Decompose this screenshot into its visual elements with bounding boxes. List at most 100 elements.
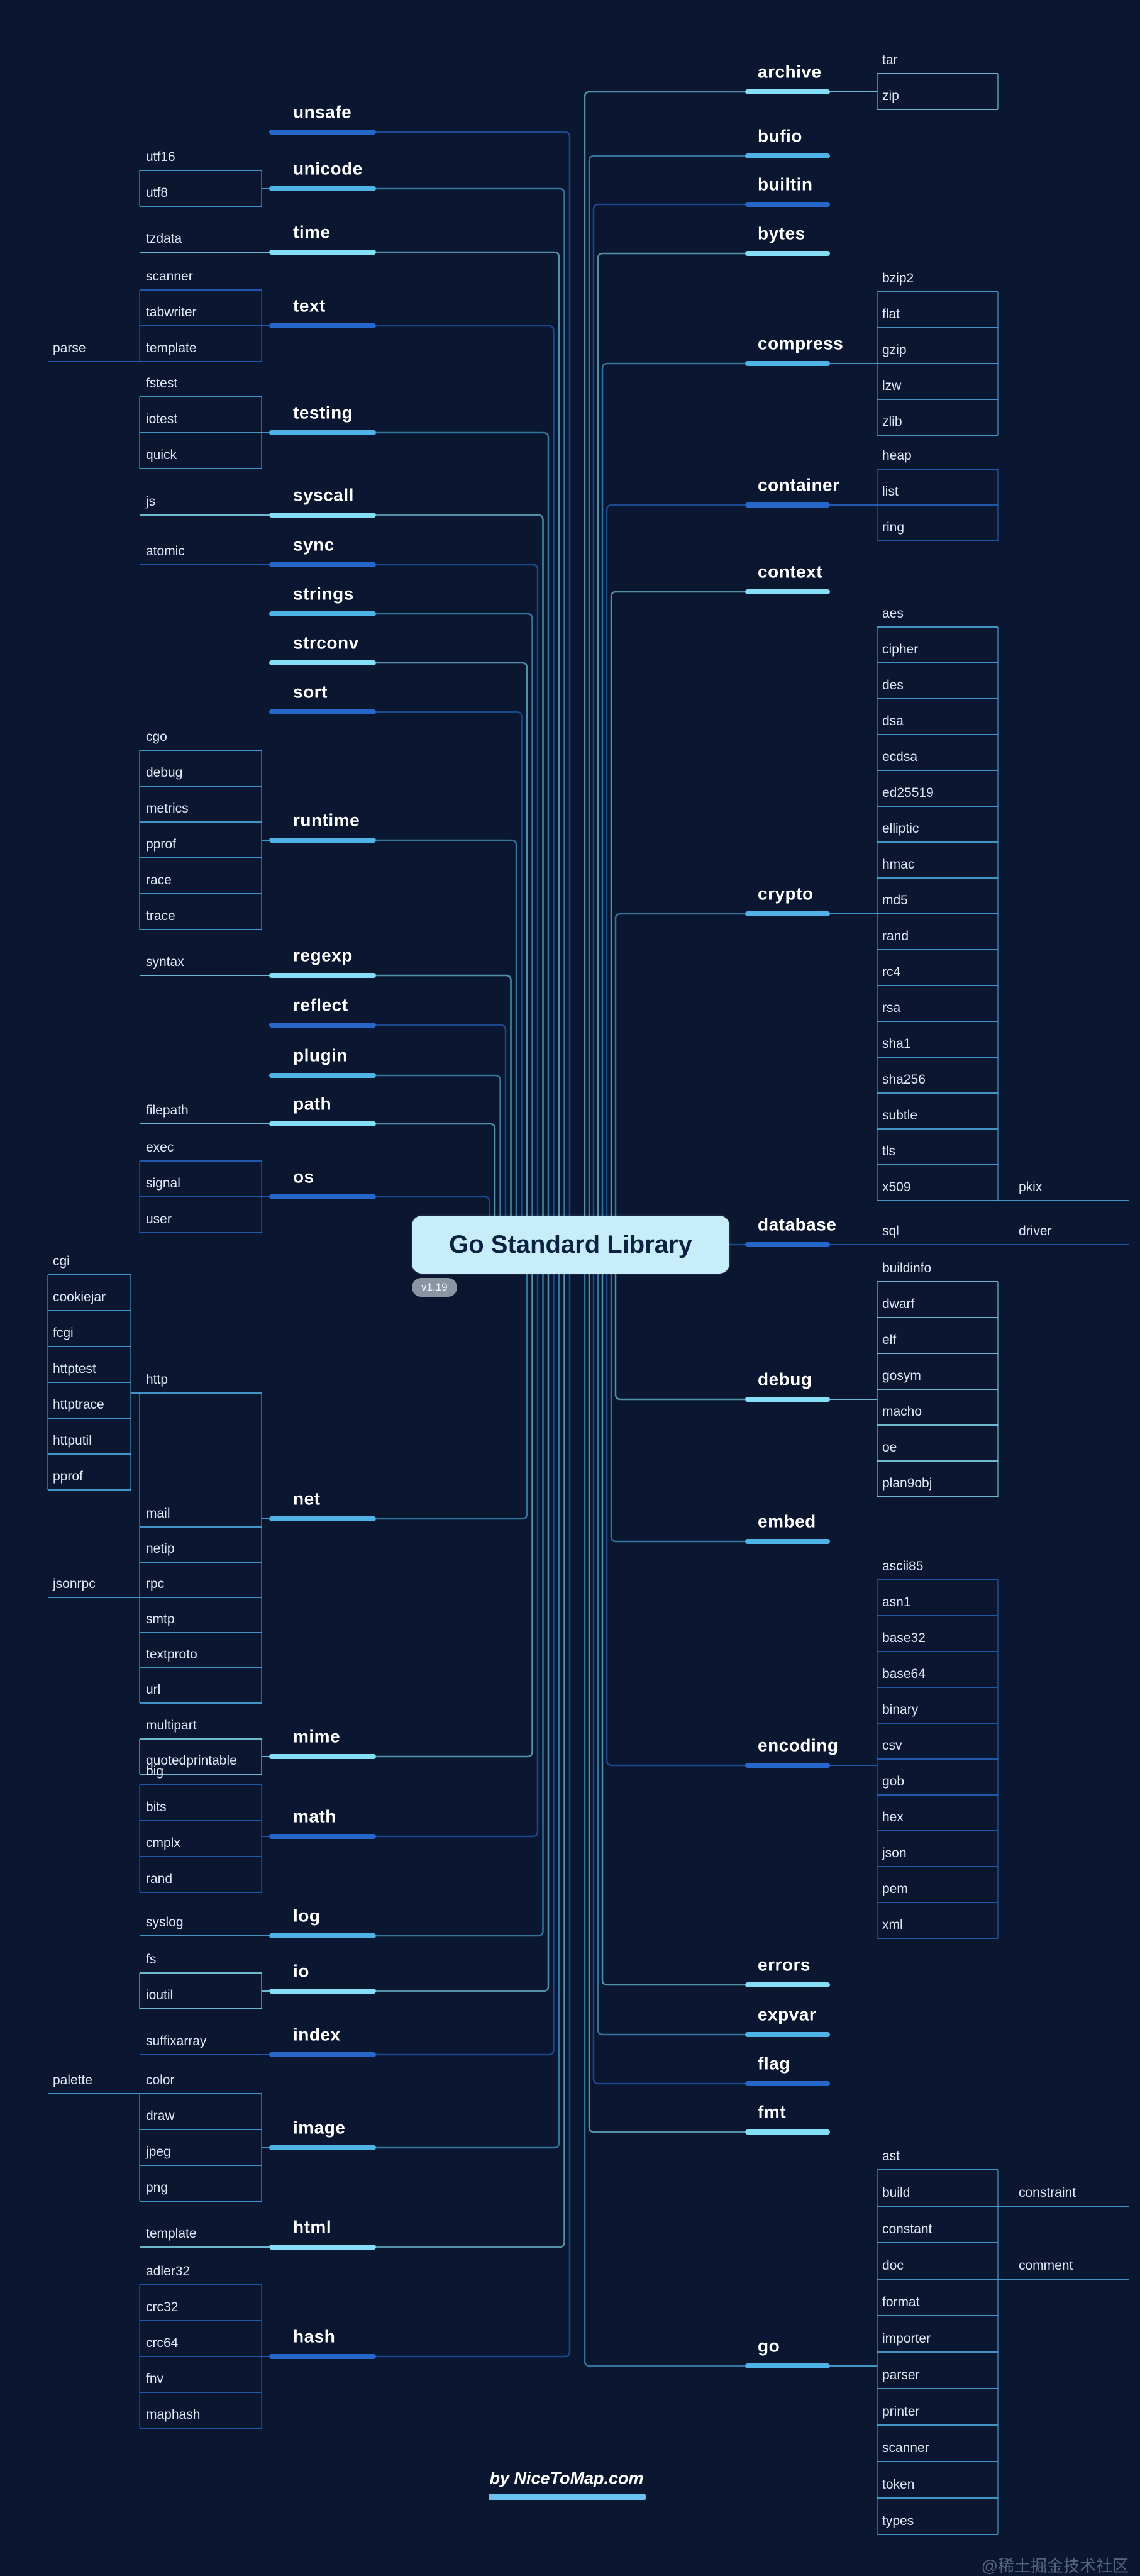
grandchild-label-httptrace[interactable]: httptrace [53,1397,104,1413]
child-label-heap[interactable]: heap [882,448,912,464]
branch-label-bytes[interactable]: bytes [758,223,805,243]
branch-label-hash[interactable]: hash [293,2326,336,2346]
child-label-sql[interactable]: sql [882,1224,899,1239]
child-label-hex[interactable]: hex [882,1810,904,1825]
child-label-gzip[interactable]: gzip [882,343,907,358]
child-label-exec[interactable]: exec [146,1140,174,1155]
branch-label-os[interactable]: os [293,1167,314,1187]
child-label-ast[interactable]: ast [882,2149,900,2164]
child-label-iotest[interactable]: iotest [146,412,178,427]
grandchild-label-constraint[interactable]: constraint [1019,2185,1076,2201]
grandchild-label-palette[interactable]: palette [53,2073,93,2088]
branch-label-time[interactable]: time [293,222,331,242]
child-label-cgo[interactable]: cgo [146,730,167,745]
child-label-plan9obj[interactable]: plan9obj [882,1476,932,1491]
branch-label-embed[interactable]: embed [758,1511,816,1531]
child-label-md5[interactable]: md5 [882,893,908,908]
child-label-adler32[interactable]: adler32 [146,2264,191,2279]
branch-label-net[interactable]: net [293,1489,321,1509]
child-label-smtp[interactable]: smtp [146,1612,175,1627]
branch-label-errors[interactable]: errors [758,1955,811,1975]
child-label-buildinfo[interactable]: buildinfo [882,1261,932,1276]
branch-label-html[interactable]: html [293,2217,332,2237]
child-label-debug[interactable]: debug [146,765,183,780]
child-label-filepath[interactable]: filepath [146,1103,189,1118]
child-label-bzip2[interactable]: bzip2 [882,271,914,286]
child-label-json[interactable]: json [882,1846,907,1861]
child-label-fs[interactable]: fs [146,1952,157,1967]
child-label-format[interactable]: format [882,2295,920,2310]
child-label-pprof[interactable]: pprof [146,837,176,852]
child-label-des[interactable]: des [882,678,904,693]
grandchild-label-driver[interactable]: driver [1019,1224,1052,1239]
child-label-zip[interactable]: zip [882,89,899,104]
branch-label-compress[interactable]: compress [758,333,844,353]
child-label-tabwriter[interactable]: tabwriter [146,305,197,320]
branch-label-unicode[interactable]: unicode [293,158,363,179]
child-label-quotedprintable[interactable]: quotedprintable [146,1753,237,1768]
branch-label-debug[interactable]: debug [758,1369,812,1389]
child-label-lzw[interactable]: lzw [882,379,902,394]
child-label-crc64[interactable]: crc64 [146,2336,179,2351]
child-label-gob[interactable]: gob [882,1774,905,1789]
branch-label-database[interactable]: database [758,1214,837,1235]
child-label-user[interactable]: user [146,1212,172,1227]
grandchild-label-httptest[interactable]: httptest [53,1362,96,1377]
child-label-metrics[interactable]: metrics [146,801,189,816]
branch-label-image[interactable]: image [293,2118,346,2138]
grandchild-label-cookiejar[interactable]: cookiejar [53,1290,106,1305]
child-label-printer[interactable]: printer [882,2404,920,2419]
grandchild-label-httputil[interactable]: httputil [53,1433,92,1448]
child-label-png[interactable]: png [146,2180,169,2196]
child-label-cmplx[interactable]: cmplx [146,1836,180,1851]
child-label-race[interactable]: race [146,873,172,888]
child-label-jpeg[interactable]: jpeg [146,2145,171,2160]
child-label-flat[interactable]: flat [882,307,900,322]
branch-label-unsafe[interactable]: unsafe [293,102,352,122]
child-label-dwarf[interactable]: dwarf [882,1297,915,1312]
child-label-color[interactable]: color [146,2073,175,2088]
child-label-doc[interactable]: doc [882,2258,904,2273]
child-label-dsa[interactable]: dsa [882,714,904,729]
child-label-tls[interactable]: tls [882,1144,895,1159]
child-label-types[interactable]: types [882,2514,914,2529]
child-label-maphash[interactable]: maphash [146,2407,201,2423]
child-label-constant[interactable]: constant [882,2222,932,2237]
child-label-utf16[interactable]: utf16 [146,150,175,165]
grandchild-label-pprof[interactable]: pprof [53,1469,83,1484]
child-label-utf8[interactable]: utf8 [146,186,169,201]
child-label-binary[interactable]: binary [882,1702,919,1718]
child-label-template[interactable]: template [146,341,197,356]
child-label-cipher[interactable]: cipher [882,642,919,657]
child-label-parser[interactable]: parser [882,2368,920,2383]
child-label-rpc[interactable]: rpc [146,1577,165,1592]
grandchild-label-parse[interactable]: parse [53,341,86,356]
child-label-macho[interactable]: macho [882,1404,922,1419]
child-label-rand[interactable]: rand [146,1872,173,1887]
grandchild-label-comment[interactable]: comment [1019,2258,1073,2273]
child-label-rand[interactable]: rand [882,929,909,944]
child-label-elf[interactable]: elf [882,1333,897,1348]
child-label-rsa[interactable]: rsa [882,1001,901,1016]
child-label-token[interactable]: token [882,2477,915,2492]
child-label-base32[interactable]: base32 [882,1631,926,1646]
child-label-quick[interactable]: quick [146,448,177,463]
child-label-subtle[interactable]: subtle [882,1108,918,1123]
child-label-elliptic[interactable]: elliptic [882,821,919,836]
center-node[interactable]: Go Standard Library [412,1216,729,1274]
branch-label-crypto[interactable]: crypto [758,884,814,904]
child-label-ioutil[interactable]: ioutil [146,1988,174,2003]
child-label-js[interactable]: js [146,494,156,509]
branch-label-container[interactable]: container [758,475,840,495]
child-label-url[interactable]: url [146,1682,161,1697]
child-label-multipart[interactable]: multipart [146,1718,197,1733]
child-label-tzdata[interactable]: tzdata [146,231,182,247]
branch-label-index[interactable]: index [293,2024,341,2045]
child-label-sha1[interactable]: sha1 [882,1036,911,1052]
child-label-big[interactable]: big [146,1764,164,1779]
child-label-mail[interactable]: mail [146,1506,170,1521]
child-label-pem[interactable]: pem [882,1882,908,1897]
child-label-trace[interactable]: trace [146,909,175,924]
child-label-sha256[interactable]: sha256 [882,1072,926,1087]
child-label-ed25519[interactable]: ed25519 [882,786,934,801]
